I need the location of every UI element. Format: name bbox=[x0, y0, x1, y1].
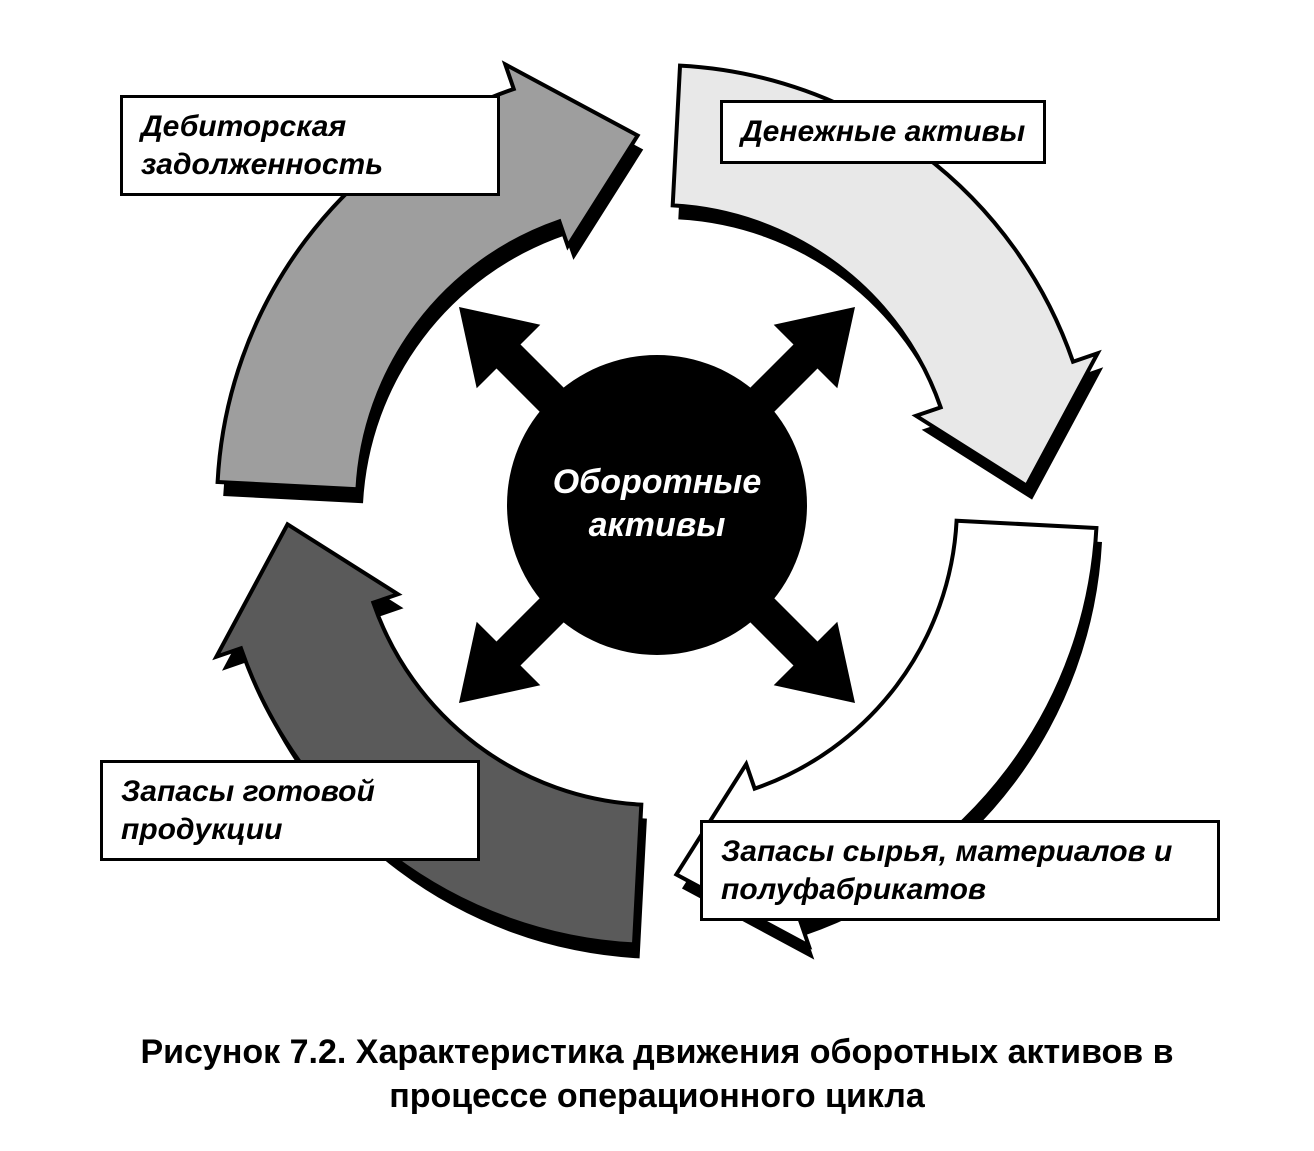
segment-label-bottom-left: Запасы готовой продукции bbox=[100, 760, 480, 861]
figure-caption: Рисунок 7.2. Характеристика движения обо… bbox=[60, 1030, 1254, 1118]
center-label-line1: Оборотные bbox=[553, 463, 762, 501]
center-label-line2: активы bbox=[589, 506, 726, 544]
caption-line1: Рисунок 7.2. Характеристика движения обо… bbox=[140, 1033, 1173, 1071]
diagram-page: Дебиторская задолженность Денежные актив… bbox=[0, 0, 1314, 1151]
center-label: Оборотные активы bbox=[507, 461, 807, 546]
segment-label-top-left: Дебиторская задолженность bbox=[120, 95, 500, 196]
segment-label-bottom-right: Запасы сырья, материалов и полуфабрикато… bbox=[700, 820, 1220, 921]
caption-line2: процессе операционного цикла bbox=[389, 1077, 925, 1115]
segment-label-top-right: Денежные активы bbox=[720, 100, 1046, 164]
